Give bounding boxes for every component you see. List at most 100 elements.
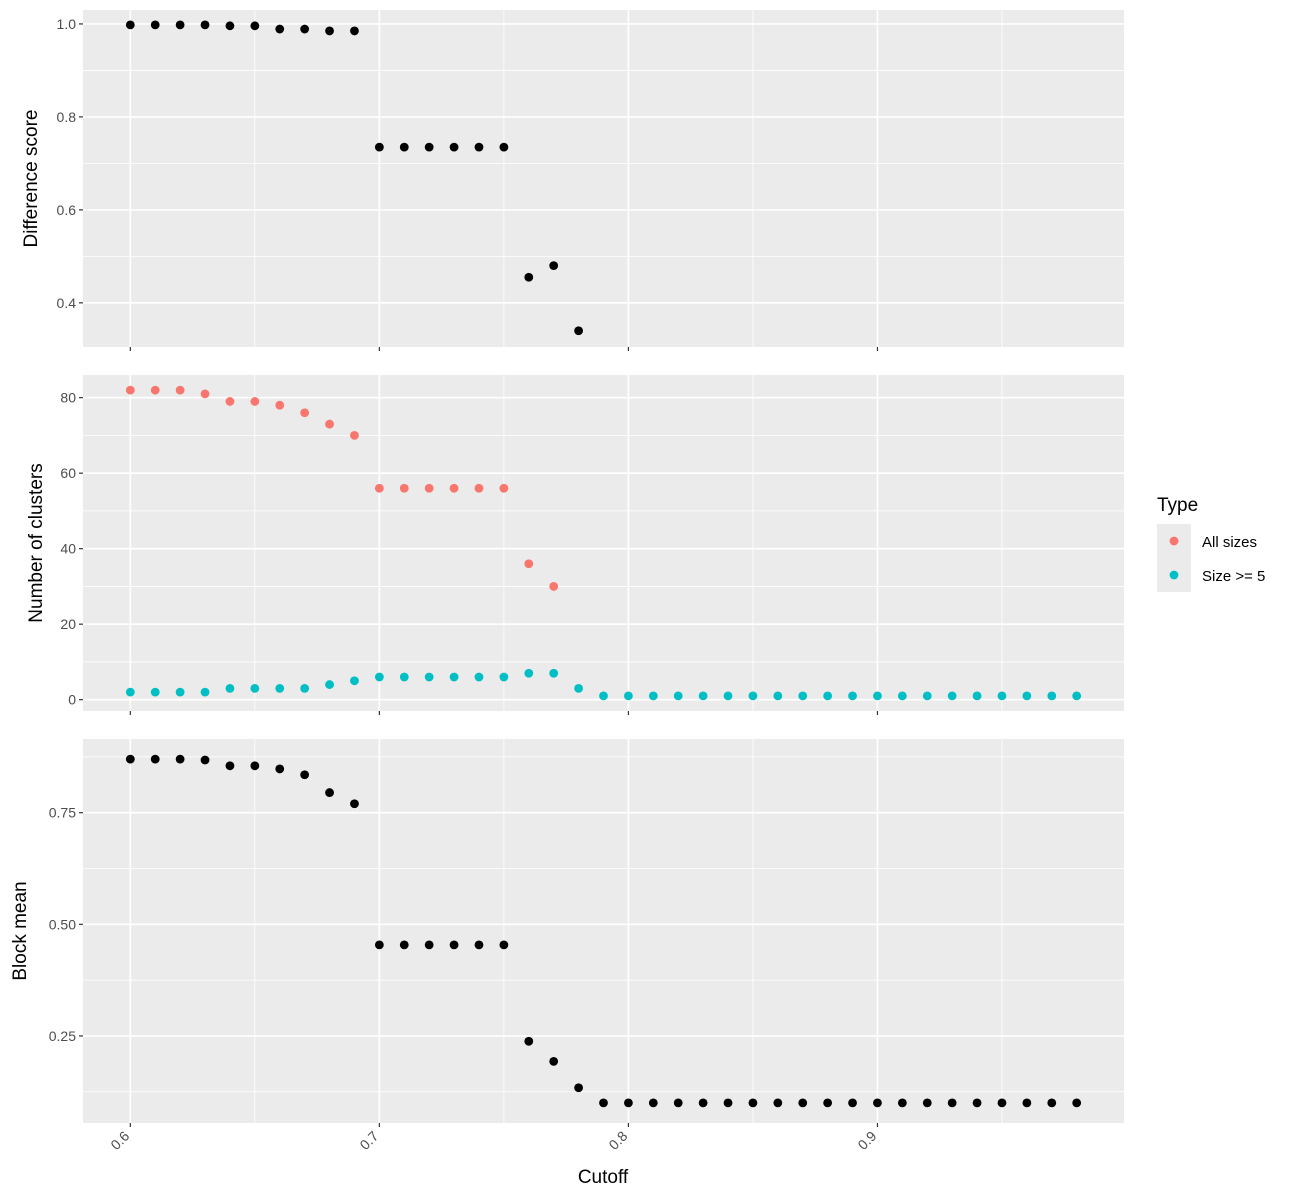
data-point (250, 21, 260, 31)
x-tick-label: 0.6 (107, 1128, 132, 1153)
series-1 (125, 20, 583, 336)
data-point (474, 940, 484, 950)
data-point (175, 754, 185, 764)
data-point (798, 691, 808, 701)
data-point (549, 668, 559, 678)
y-tick-label: 60 (60, 465, 76, 481)
data-point (399, 940, 409, 950)
data-point (424, 672, 434, 682)
data-point (374, 672, 384, 682)
data-point (250, 397, 260, 406)
data-point (250, 761, 260, 771)
data-point (424, 142, 434, 152)
y-tick-label: 1.0 (57, 16, 77, 32)
y-axis-title: Number of clusters (26, 463, 47, 622)
data-point (449, 483, 459, 493)
data-point (897, 691, 907, 701)
data-point (1022, 691, 1032, 701)
data-point (300, 24, 310, 34)
data-point (225, 683, 235, 693)
data-point (125, 385, 135, 395)
data-point (723, 1098, 733, 1108)
data-point (275, 683, 285, 693)
data-point (374, 940, 384, 950)
data-point (275, 24, 285, 34)
data-point (1047, 1098, 1057, 1108)
data-point (574, 1083, 583, 1093)
data-point (225, 761, 235, 771)
panel-background (83, 739, 1124, 1123)
data-point (723, 691, 733, 701)
data-point (449, 672, 459, 682)
data-point (748, 691, 758, 701)
data-point (325, 788, 334, 797)
y-tick-label: 0.50 (49, 916, 76, 932)
data-point (499, 672, 509, 682)
data-point (773, 1098, 783, 1108)
legend-label: Size >= 5 (1202, 568, 1265, 585)
data-point (474, 483, 484, 493)
data-point (897, 1098, 907, 1108)
data-point (1047, 691, 1057, 701)
panel-2: 0 20 40 60 80 Number of clusters (26, 375, 1124, 715)
data-point (125, 754, 135, 764)
data-point (399, 672, 409, 682)
data-point (350, 676, 359, 686)
data-point (449, 142, 459, 152)
data-point (798, 1098, 808, 1108)
data-point (399, 483, 409, 493)
data-point (150, 385, 160, 395)
data-point (748, 1098, 758, 1108)
y-tick-label: 0.4 (57, 295, 77, 311)
y-axis-title: Block mean (10, 881, 31, 980)
data-point (997, 691, 1007, 701)
y-tick-label: 20 (60, 616, 76, 632)
data-point (225, 397, 235, 406)
data-point (947, 1098, 957, 1108)
data-point (150, 20, 160, 30)
data-point (574, 683, 583, 693)
data-point (499, 142, 509, 152)
data-point (574, 326, 583, 336)
data-point (624, 691, 633, 701)
data-point (350, 799, 359, 809)
data-point (250, 683, 260, 693)
data-point (200, 755, 210, 765)
data-point (275, 400, 285, 410)
data-point (300, 408, 310, 418)
legend-title: Type (1157, 495, 1198, 516)
data-point (873, 1098, 882, 1108)
data-point (399, 142, 409, 152)
x-tick-label: 0.8 (605, 1128, 630, 1153)
y-axis-title: Difference score (21, 110, 42, 248)
data-point (374, 483, 384, 493)
data-point (848, 691, 857, 701)
data-point (175, 385, 185, 395)
data-point (175, 687, 185, 697)
panel-3: 0.25 0.50 0.75 Block mean 0.6 0.7 0.8 0.9 (10, 739, 1124, 1153)
data-point (125, 20, 135, 30)
data-point (773, 691, 783, 701)
data-point (524, 1036, 534, 1046)
data-point (549, 1056, 559, 1066)
legend-label: All sizes (1202, 534, 1257, 551)
x-tick-label: 0.7 (356, 1128, 381, 1153)
data-point (972, 691, 982, 701)
data-point (424, 940, 434, 950)
y-tick-label: 0.8 (57, 109, 77, 125)
data-point (549, 582, 559, 591)
data-point (524, 559, 534, 569)
data-point (1072, 691, 1082, 701)
data-point (922, 691, 932, 701)
panels-layer: 0.4 0.6 0.8 1.0 Difference score 0 20 40 60 80 Num… (10, 10, 1124, 1153)
data-point (275, 764, 285, 774)
data-point (125, 687, 135, 697)
y-tick-label: 40 (60, 541, 76, 557)
data-point (549, 261, 559, 271)
data-point (200, 389, 210, 399)
data-point (997, 1098, 1007, 1108)
y-tick-label: 0.25 (49, 1028, 76, 1044)
y-tick-label: 0 (68, 692, 76, 708)
data-point (873, 691, 882, 701)
data-point (599, 1098, 608, 1108)
